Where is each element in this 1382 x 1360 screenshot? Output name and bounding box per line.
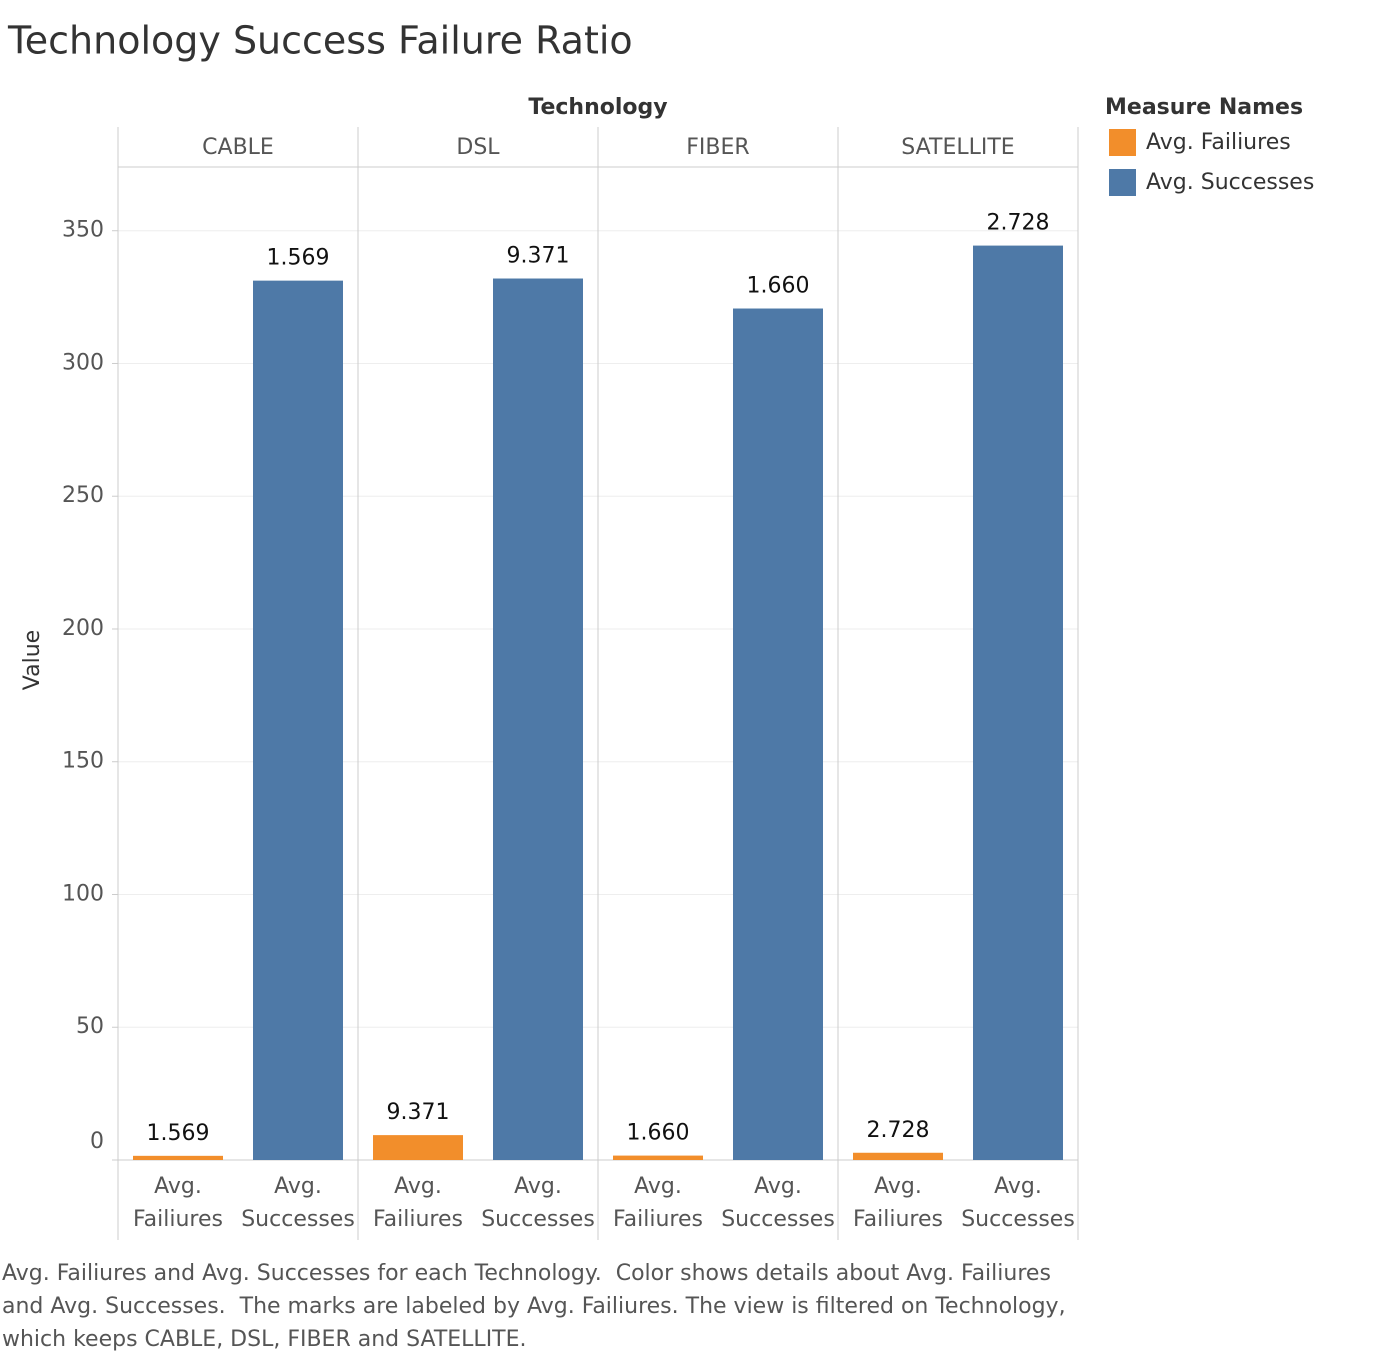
caption: Avg. Failiures and Avg. Successes for ea… xyxy=(2,1261,1073,1352)
y-tick-label: 300 xyxy=(62,350,104,375)
category-header: SATELLITE xyxy=(901,135,1014,160)
data-label: 9.371 xyxy=(507,244,570,269)
y-tick-label: 100 xyxy=(62,881,104,906)
legend-label: Avg. Failiures xyxy=(1146,130,1291,155)
bar xyxy=(613,1155,703,1160)
x-tick-label: Avg. Successes xyxy=(961,1174,1075,1232)
x-tick-label: Avg. Successes xyxy=(481,1174,595,1232)
legend-title: Measure Names xyxy=(1105,95,1303,120)
data-label: 1.569 xyxy=(147,1121,210,1146)
y-tick-label: 0 xyxy=(90,1129,104,1154)
bar xyxy=(373,1135,463,1160)
data-label: 1.660 xyxy=(627,1121,690,1146)
y-axis-label: Value xyxy=(20,630,45,690)
y-tick-label: 200 xyxy=(62,616,104,641)
category-header: FIBER xyxy=(686,135,749,160)
legend-swatch xyxy=(1109,169,1136,196)
bar xyxy=(853,1152,943,1160)
x-tick-label: Avg. Failiures xyxy=(613,1174,703,1232)
x-tick-label: Avg. Failiures xyxy=(133,1174,223,1232)
column-header: Technology xyxy=(528,95,667,120)
chart: Technology Success Failure Ratio Technol… xyxy=(7,19,1314,1240)
bar xyxy=(973,245,1063,1160)
bar xyxy=(733,308,823,1161)
y-tick-label: 350 xyxy=(62,218,104,243)
bar xyxy=(133,1155,223,1160)
y-tick-label: 250 xyxy=(62,483,104,508)
legend-label: Avg. Successes xyxy=(1146,170,1314,195)
data-label: 2.728 xyxy=(987,211,1050,236)
chart-title: Technology Success Failure Ratio xyxy=(7,19,633,63)
bar xyxy=(493,278,583,1160)
x-tick-label: Avg. Successes xyxy=(721,1174,835,1232)
data-label: 1.569 xyxy=(267,246,330,271)
x-tick-label: Avg. Failiures xyxy=(853,1174,943,1232)
data-label: 1.660 xyxy=(747,274,810,299)
legend-swatch xyxy=(1109,129,1136,156)
x-tick-label: Avg. Failiures xyxy=(373,1174,463,1232)
x-tick-label: Avg. Successes xyxy=(241,1174,355,1232)
data-label: 2.728 xyxy=(867,1118,930,1143)
bar xyxy=(253,280,343,1160)
data-label: 9.371 xyxy=(387,1100,450,1125)
y-tick-label: 150 xyxy=(62,749,104,774)
y-tick-label: 50 xyxy=(76,1014,104,1039)
category-header: DSL xyxy=(456,135,500,160)
category-header: CABLE xyxy=(202,135,274,160)
